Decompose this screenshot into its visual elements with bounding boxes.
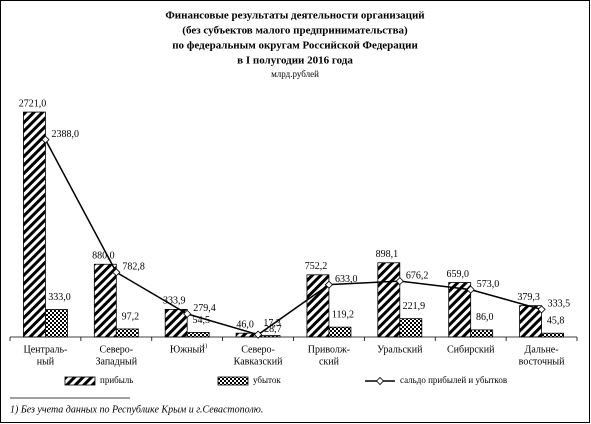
data-label: 659,0 (446, 269, 469, 280)
data-label: 333,9 (163, 296, 186, 307)
data-label: 46,0 (236, 319, 254, 330)
x-tick-label: Сибирский (447, 344, 495, 355)
x-tick-label: Кавказский (234, 356, 283, 367)
line-marker (537, 305, 546, 314)
data-label: 379,3 (517, 292, 540, 303)
x-tick-label: Централь- (23, 344, 67, 355)
data-label: 45,8 (547, 316, 565, 327)
footnote-mark: 1) (202, 342, 207, 349)
x-tick-label: Северо- (241, 344, 275, 355)
line-marker (41, 135, 50, 144)
legend-label: убыток (253, 375, 281, 385)
bar (448, 282, 472, 338)
bar (399, 318, 423, 338)
bar (377, 262, 401, 338)
footnote: 1) Без учета данных по Республике Крым и… (10, 404, 263, 415)
bar (541, 332, 564, 338)
chart-title: (без субъектов малого предпринимательств… (182, 25, 408, 37)
chart-title: по федеральным округам Российской Федера… (172, 40, 418, 52)
data-label: 333,5 (548, 299, 571, 310)
bar (328, 326, 352, 338)
data-label: 573,0 (477, 279, 500, 290)
bar (23, 111, 46, 338)
chart-title: Финансовые результаты деятельности орган… (165, 10, 425, 22)
x-tick-label: восточный (519, 356, 565, 367)
bar (519, 305, 542, 338)
x-tick-label: Уральский (377, 344, 423, 355)
legend-swatch (375, 376, 385, 386)
data-label: 2721,0 (19, 98, 47, 109)
data-label: 28,7 (264, 324, 282, 335)
data-label: 54,5 (192, 315, 210, 326)
legend-label: сальдо прибылей и убытков (400, 375, 507, 385)
line-marker (112, 268, 121, 277)
bar (186, 332, 210, 338)
bar (470, 329, 494, 338)
bar (115, 328, 139, 338)
data-label: 86,0 (476, 312, 494, 323)
data-label: 633,0 (335, 274, 358, 285)
unit-label: млрд.рублей (271, 69, 319, 79)
bar (45, 309, 68, 338)
data-label: 17,3 (263, 318, 281, 329)
x-tick-label: ский (319, 356, 340, 367)
data-label: 880,0 (92, 251, 115, 262)
x-tick-label: Южный (170, 344, 205, 355)
line-marker (395, 277, 404, 286)
data-label: 333,0 (48, 292, 71, 303)
data-label: 752,2 (305, 261, 328, 272)
data-label: 279,4 (193, 303, 216, 314)
chart-title: в I полугодии 2016 года (237, 55, 353, 67)
legend-swatch (64, 376, 96, 386)
data-label: 2388,0 (51, 129, 79, 140)
line-marker (183, 309, 192, 318)
x-tick-label: Западный (96, 356, 138, 367)
data-label: 676,2 (406, 270, 429, 281)
legend-swatch (217, 376, 249, 386)
x-tick-label: Северо- (99, 344, 133, 355)
x-tick-label: Дальне- (525, 344, 559, 355)
data-label: 221,9 (403, 301, 426, 312)
line-marker (466, 285, 475, 294)
data-label: 782,8 (122, 262, 145, 273)
line-marker (253, 330, 263, 339)
data-label: 898,1 (376, 249, 399, 260)
bar (93, 263, 117, 338)
legend-label: прибыль (100, 375, 133, 385)
line-marker (324, 280, 334, 289)
x-tick-label: ный (37, 356, 55, 367)
line (44, 139, 542, 336)
data-label: 119,2 (332, 309, 354, 320)
data-label: 97,2 (122, 311, 140, 322)
x-tick-label: Приволж- (308, 344, 350, 355)
